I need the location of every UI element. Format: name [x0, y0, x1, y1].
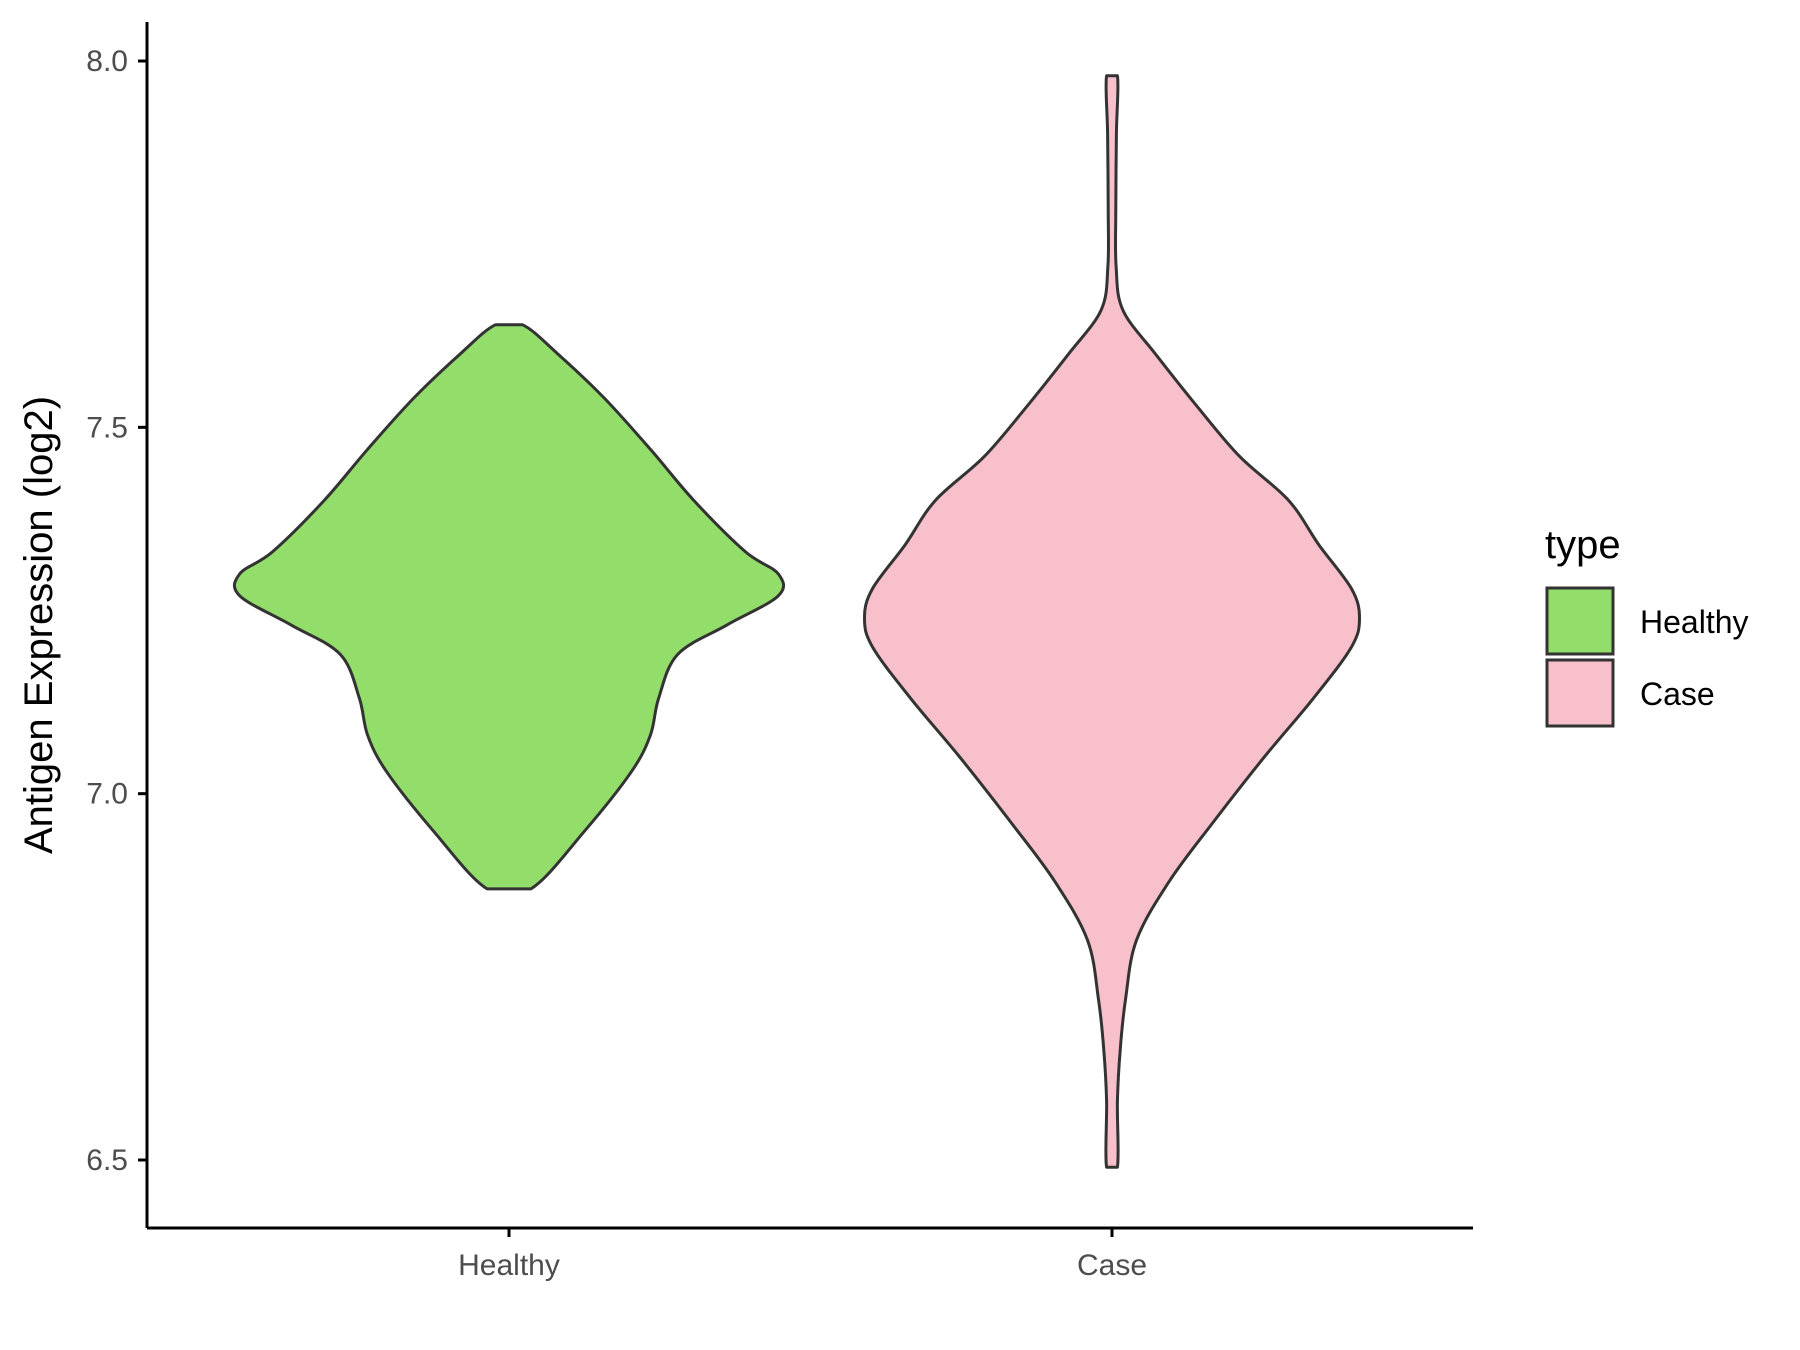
y-tick-label: 8.0	[86, 45, 128, 78]
x-ticks-layer: Healthy Case	[458, 1228, 1147, 1282]
y-tick-label: 7.0	[86, 778, 128, 811]
axes-layer	[145, 22, 1473, 1230]
y-tick-label: 6.5	[86, 1144, 128, 1177]
legend: type Healthy Case	[1545, 523, 1749, 728]
legend-swatch-healthy	[1545, 586, 1615, 656]
y-tick-label: 7.5	[86, 411, 128, 444]
x-tick-label: Healthy	[458, 1249, 560, 1282]
legend-label-healthy: Healthy	[1640, 604, 1749, 640]
x-tick-label: Case	[1077, 1249, 1147, 1282]
y-axis-title: Antigen Expression (log2)	[17, 396, 61, 854]
legend-label-case: Case	[1640, 676, 1715, 712]
violin-healthy	[232, 323, 786, 891]
legend-title: type	[1545, 523, 1621, 567]
violin-case	[863, 74, 1361, 1169]
y-ticks-layer: 6.5 7.0 7.5 8.0	[86, 45, 147, 1177]
legend-items: Healthy Case	[1545, 586, 1749, 728]
violins-layer	[232, 74, 1361, 1169]
legend-swatch-case	[1545, 658, 1615, 728]
